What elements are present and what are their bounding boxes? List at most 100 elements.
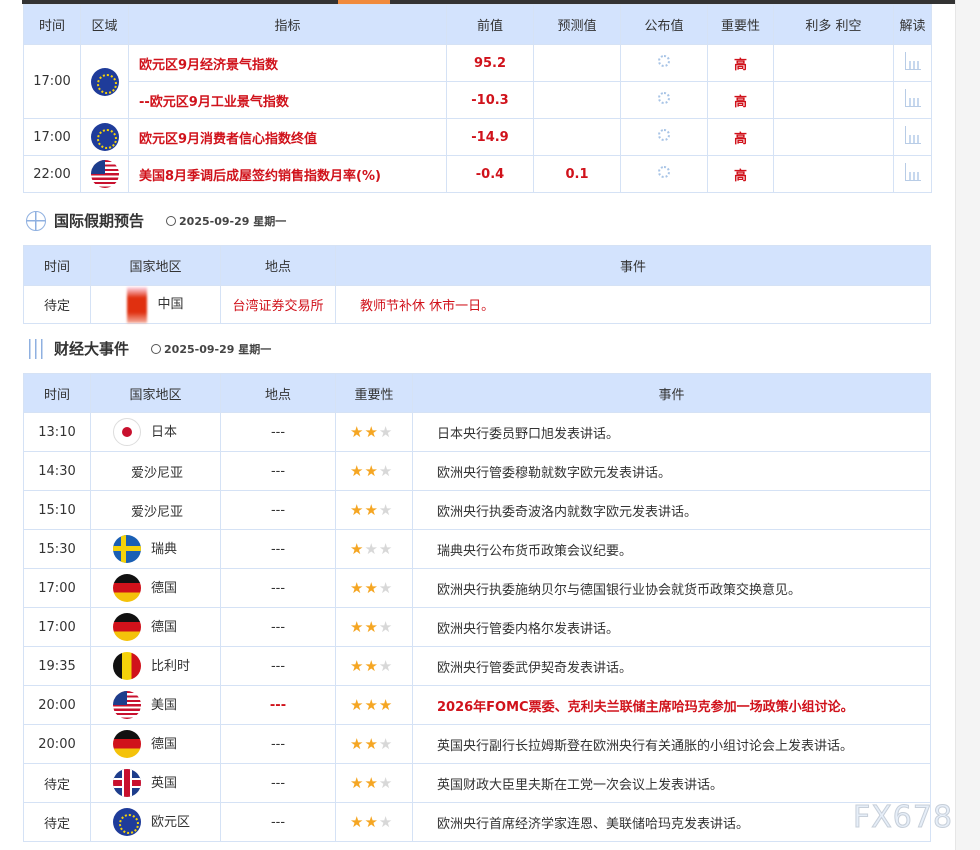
event-cell: 欧洲央行执委施纳贝尔与德国银行业协会就货币政策交换意见。 — [412, 568, 931, 608]
country-cell: 欧元区 — [90, 802, 221, 842]
column-header: 事件 — [335, 245, 931, 286]
indicator-name[interactable]: --欧元区9月工业景气指数 — [128, 81, 447, 119]
place-cell: --- — [220, 763, 336, 803]
event-cell: 欧洲央行首席经济学家连恩、美联储哈玛克发表讲话。 — [412, 802, 931, 842]
star-icon: ★ — [378, 735, 394, 753]
loading-icon — [658, 129, 670, 141]
importance: 高 — [707, 155, 774, 193]
de-flag-icon — [113, 574, 141, 602]
country-name: 英国 — [151, 775, 178, 791]
star-icon: ★ — [364, 540, 379, 558]
previous-value: -10.3 — [446, 81, 534, 119]
indicator-name[interactable]: 欧元区9月经济景气指数 — [128, 44, 447, 82]
event-row: 20:00 美国 --- ★★★ 2026年FOMC票委、克利夫兰联储主席哈玛克参加一场… — [23, 685, 931, 725]
event-row: 19:35 比利时 --- ★★★ 欧洲央行管委武伊契奇发表讲话。 — [23, 646, 931, 686]
section-date: 2025-09-29 星期一 — [179, 214, 287, 228]
time-cell: 20:00 — [23, 685, 91, 725]
column-header: 国家地区 — [90, 373, 221, 413]
event-row: 14:30 爱沙尼亚 --- ★★★ 欧洲央行管委穆勒就数字欧元发表讲话。 — [23, 451, 931, 491]
indicator-name[interactable]: 欧元区9月消费者信心指数终值 — [128, 118, 447, 156]
loading-icon — [658, 166, 670, 178]
country-cell: 爱沙尼亚 — [90, 490, 221, 530]
country-cell: 瑞典 — [90, 529, 221, 569]
event-row: 15:10 爱沙尼亚 --- ★★★ 欧洲央行执委奇波洛内就数字欧元发表讲话。 — [23, 490, 931, 530]
bull-bear-cell — [773, 44, 894, 82]
country-name: 中国 — [157, 297, 184, 312]
country-name: 瑞典 — [151, 541, 178, 557]
analysis-cell[interactable] — [893, 155, 932, 193]
event-cell: 2026年FOMC票委、克利夫兰联储主席哈玛克参加一场政策小组讨论。 — [412, 685, 931, 725]
chart-icon[interactable] — [904, 52, 921, 70]
star-icon: ★ — [378, 579, 394, 597]
analysis-cell[interactable] — [893, 44, 932, 82]
country-name: 爱沙尼亚 — [131, 465, 184, 481]
actual-value — [620, 81, 708, 119]
de-flag-icon — [113, 613, 141, 641]
importance-stars: ★★★ — [335, 685, 413, 725]
clock-icon — [166, 215, 177, 226]
star-icon: ★ — [378, 813, 394, 831]
analysis-cell[interactable] — [893, 81, 932, 119]
time-cell: 17:00 — [23, 607, 91, 647]
event-row: 待定 欧元区 --- ★★★ 欧洲央行首席经济学家连恩、美联储哈玛克发表讲话。 — [23, 802, 931, 842]
globe-icon — [26, 210, 46, 231]
place-cell: --- — [220, 802, 336, 842]
previous-value: -0.4 — [446, 155, 534, 193]
section-date: 2025-09-29 星期一 — [164, 342, 272, 356]
importance-stars: ★★★ — [335, 451, 413, 491]
holiday-table: 时间 国家地区 地点 事件 待定 中国 台湾证券交易所 教师节补休 休市一日。 — [23, 245, 931, 324]
time-cell: 17:00 — [23, 118, 81, 156]
importance: 高 — [707, 118, 774, 156]
analysis-cell[interactable] — [893, 118, 932, 156]
actual-value — [620, 118, 708, 156]
region-cell — [80, 118, 129, 156]
eu-flag-icon — [90, 123, 119, 151]
indicator-row: 17:00 欧元区9月经济景气指数 95.2 高 — [23, 44, 932, 119]
se-flag-icon — [113, 535, 141, 563]
country-cell: 比利时 — [90, 646, 221, 686]
country-name: 日本 — [151, 424, 178, 440]
forecast-value — [533, 118, 621, 156]
sliders-icon — [26, 338, 46, 359]
time-cell: 17:00 — [23, 568, 91, 608]
country-cell: 德国 — [90, 568, 221, 608]
country-name: 欧元区 — [151, 814, 191, 830]
chart-icon[interactable] — [904, 89, 921, 107]
time-cell: 17:00 — [23, 44, 81, 119]
place-cell: --- — [220, 490, 336, 530]
holiday-section-header: 国际假期预告 2025-09-29 星期一 — [26, 210, 286, 231]
chart-icon[interactable] — [904, 163, 921, 181]
star-icon: ★ — [378, 618, 394, 636]
importance-stars: ★★★ — [335, 646, 413, 686]
importance: 高 — [707, 44, 774, 82]
indicator-table: 时间 区域 指标 前值 预测值 公布值 重要性 利多 利空 解读 17:00 欧元区9月经济景气指… — [23, 4, 932, 193]
country-cell: 日本 — [90, 412, 221, 452]
star-icon: ★ — [364, 618, 379, 636]
place-cell: --- — [220, 568, 336, 608]
importance-stars: ★★★ — [335, 412, 413, 452]
star-icon: ★ — [350, 618, 365, 636]
star-icon: ★ — [350, 657, 365, 675]
star-icon: ★ — [350, 696, 365, 714]
column-header: 事件 — [412, 373, 931, 413]
event-cell: 英国财政大臣里夫斯在工党一次会议上发表讲话。 — [412, 763, 931, 803]
country-cell: 德国 — [90, 607, 221, 647]
eu-flag-icon — [113, 808, 141, 836]
event-row: 待定 英国 --- ★★★ 英国财政大臣里夫斯在工党一次会议上发表讲话。 — [23, 763, 931, 803]
indicator-name[interactable]: 美国8月季调后成屋签约销售指数月率(%) — [128, 155, 447, 193]
time-cell: 14:30 — [23, 451, 91, 491]
star-icon: ★ — [378, 462, 394, 480]
forecast-value — [533, 81, 621, 119]
place-cell: --- — [220, 529, 336, 569]
previous-value: 95.2 — [446, 44, 534, 82]
chart-icon[interactable] — [904, 126, 921, 144]
de-flag-icon — [113, 730, 141, 758]
section-title: 财经大事件 — [54, 340, 130, 358]
indicator-row: --欧元区9月工业景气指数 -10.3 高 — [24, 81, 932, 119]
star-icon: ★ — [350, 540, 365, 558]
star-icon: ★ — [378, 774, 394, 792]
country-cell: 德国 — [90, 724, 221, 764]
scrollbar[interactable] — [955, 0, 980, 850]
column-header: 国家地区 — [90, 245, 221, 286]
gb-flag-icon — [113, 769, 141, 797]
